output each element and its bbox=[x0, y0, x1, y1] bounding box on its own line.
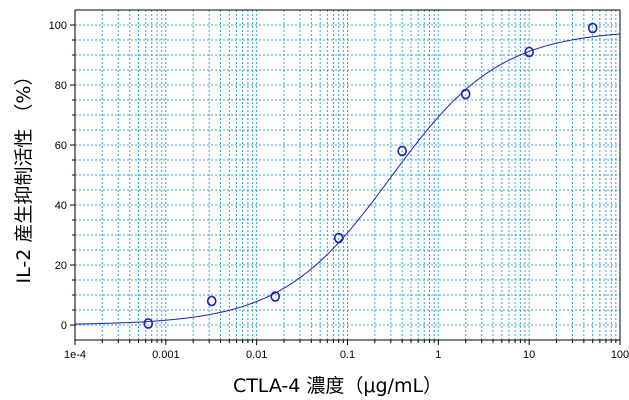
x-tick-label: 1 bbox=[435, 349, 441, 361]
data-point bbox=[587, 22, 598, 34]
x-tick-label: 100 bbox=[611, 349, 629, 361]
y-tick-label: 60 bbox=[55, 140, 67, 152]
x-tick-label: 1e-4 bbox=[64, 349, 86, 361]
x-tick-label: 10 bbox=[523, 349, 535, 361]
data-point bbox=[333, 232, 344, 244]
grid-lines bbox=[74, 10, 620, 340]
data-point bbox=[397, 145, 407, 157]
y-tick-label: 100 bbox=[49, 20, 67, 32]
y-tick-label: 40 bbox=[55, 200, 67, 212]
data-point bbox=[206, 295, 217, 307]
x-axis-title: CTLA-4 濃度（μg/mL） bbox=[233, 375, 442, 397]
y-tick-labels: 0 20 40 60 80 100 bbox=[49, 20, 67, 332]
y-tick-label: 20 bbox=[55, 260, 67, 272]
data-point bbox=[270, 291, 281, 302]
y-axis-title: IL-2 産生抑制活性 （%） bbox=[13, 67, 35, 284]
x-tick-labels: 1e-4 0.001 0.01 0.1 1 10 100 bbox=[64, 349, 629, 361]
data-point bbox=[524, 46, 534, 58]
x-tick-label: 0.1 bbox=[340, 349, 355, 361]
data-point bbox=[143, 318, 154, 329]
y-tick-label: 0 bbox=[61, 320, 67, 332]
x-tick-label: 0.01 bbox=[246, 349, 267, 361]
axis-ticks bbox=[70, 24, 621, 345]
data-points bbox=[143, 22, 598, 329]
fit-curve bbox=[74, 33, 621, 325]
data-point bbox=[460, 88, 471, 100]
x-tick-label: 0.001 bbox=[152, 349, 180, 361]
y-tick-label: 80 bbox=[55, 80, 67, 92]
